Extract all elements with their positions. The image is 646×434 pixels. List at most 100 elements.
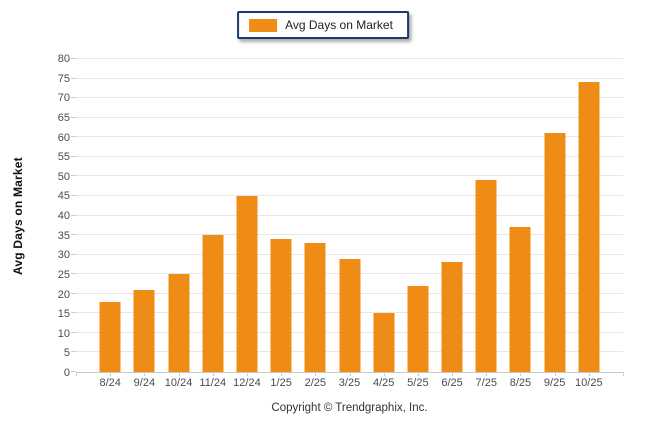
gridline — [76, 58, 623, 59]
x-tick-mark — [383, 372, 385, 376]
y-tick-label: 25 — [57, 268, 70, 281]
x-tick-label: 4/25 — [372, 377, 395, 389]
y-axis: 0 5 10 15 20 25 30 35 40 45 50 55 60 65 70 75 80 — [0, 53, 70, 379]
y-tick-label: 55 — [57, 151, 70, 164]
legend: Avg Days on Market — [237, 11, 409, 39]
y-tick-label: 75 — [57, 72, 70, 85]
x-tick-mark — [417, 372, 419, 376]
y-tick-mark — [71, 194, 76, 196]
legend-label: Avg Days on Market — [285, 18, 393, 32]
gridline — [76, 194, 623, 196]
gridline — [76, 155, 623, 157]
gridline — [76, 253, 623, 255]
bar-2/25 — [304, 242, 326, 372]
gridline — [76, 234, 623, 236]
bar-12/24 — [236, 195, 258, 372]
x-tick-mark — [520, 372, 522, 376]
x-tick-label: 12/24 — [233, 377, 261, 389]
gridline — [76, 77, 623, 79]
x-tick-mark — [554, 372, 556, 376]
y-tick-label: 30 — [57, 249, 70, 262]
x-axis: 8/24 9/24 10/24 11/24 12/24 1/25 2/25 3/25 4/25 5… — [76, 377, 623, 391]
bar-3/25 — [339, 258, 360, 372]
bar-5/25 — [407, 285, 429, 372]
gridline — [76, 97, 623, 99]
bar-9/25 — [544, 133, 566, 372]
x-tick-label: 8/24 — [99, 377, 121, 389]
x-tick-mark — [178, 372, 180, 376]
x-tick-label: 9/25 — [543, 377, 566, 389]
x-tick-label: 1/25 — [270, 377, 292, 389]
x-tick-label: 9/24 — [133, 377, 156, 389]
y-tick-label: 65 — [57, 111, 70, 124]
y-tick-mark — [71, 273, 76, 275]
y-tick-mark — [71, 175, 76, 177]
y-tick-label: 50 — [57, 170, 70, 183]
y-tick-mark — [71, 234, 76, 236]
y-tick-mark — [71, 331, 76, 333]
x-tick-mark — [110, 372, 112, 376]
y-tick-label: 5 — [63, 347, 70, 360]
x-tick-label: 5/25 — [407, 377, 429, 389]
x-tick-label: 6/25 — [441, 377, 463, 389]
y-tick-label: 0 — [63, 367, 70, 379]
x-tick-label: 3/25 — [338, 377, 361, 389]
y-tick-mark — [71, 312, 76, 314]
bar-9/24 — [133, 289, 155, 372]
bar-7/25 — [475, 180, 497, 372]
y-tick-mark — [71, 136, 76, 138]
bar-1/25 — [270, 238, 292, 372]
copyright-text: Copyright © Trendgraphix, Inc. — [271, 402, 428, 414]
bar-8/24 — [99, 301, 121, 372]
x-tick-mark — [349, 372, 351, 376]
y-tick-mark — [71, 253, 76, 255]
x-tick-mark — [486, 372, 488, 376]
x-tick-label: 7/25 — [475, 377, 497, 389]
x-tick-mark — [623, 372, 624, 376]
y-tick-label: 20 — [57, 288, 70, 301]
y-tick-mark — [71, 58, 76, 59]
y-tick-mark — [71, 371, 76, 372]
x-tick-mark — [76, 372, 77, 376]
y-tick-label: 80 — [57, 53, 70, 65]
gridline — [76, 116, 623, 118]
bar-11/24 — [202, 235, 224, 372]
y-tick-mark — [71, 77, 76, 79]
legend-color-swatch — [249, 18, 278, 32]
bar-6/25 — [441, 262, 463, 372]
x-tick-mark — [588, 372, 590, 376]
x-tick-label: 2/25 — [304, 377, 327, 389]
x-tick-mark — [281, 372, 283, 376]
y-tick-label: 45 — [57, 190, 70, 203]
y-tick-label: 35 — [57, 229, 70, 242]
y-tick-label: 15 — [57, 308, 70, 321]
bar-10/24 — [168, 274, 190, 372]
y-tick-mark — [71, 351, 76, 353]
x-tick-label: 10/24 — [164, 377, 193, 389]
gridline — [76, 214, 623, 216]
y-tick-mark — [71, 214, 76, 216]
y-tick-label: 40 — [57, 210, 70, 222]
x-tick-mark — [144, 372, 146, 376]
gridline — [76, 136, 623, 138]
x-tick-label: 11/24 — [199, 377, 227, 389]
bar-4/25 — [373, 313, 395, 372]
y-tick-label: 10 — [57, 327, 70, 340]
x-tick-mark — [212, 372, 214, 376]
x-tick-mark — [315, 372, 317, 376]
y-tick-mark — [71, 155, 76, 157]
y-tick-mark — [71, 97, 76, 99]
bar-8/25 — [509, 227, 531, 372]
y-tick-label: 70 — [57, 92, 70, 105]
x-tick-label: 8/25 — [509, 377, 532, 389]
x-tick-mark — [452, 372, 454, 376]
x-tick-mark — [246, 372, 248, 376]
x-tick-label: 10/25 — [575, 377, 603, 389]
y-tick-label: 60 — [57, 131, 70, 144]
y-tick-mark — [71, 116, 76, 118]
gridline — [76, 175, 623, 177]
bar-10/25 — [578, 82, 600, 372]
plot-area — [71, 58, 624, 376]
y-tick-mark — [71, 292, 76, 294]
